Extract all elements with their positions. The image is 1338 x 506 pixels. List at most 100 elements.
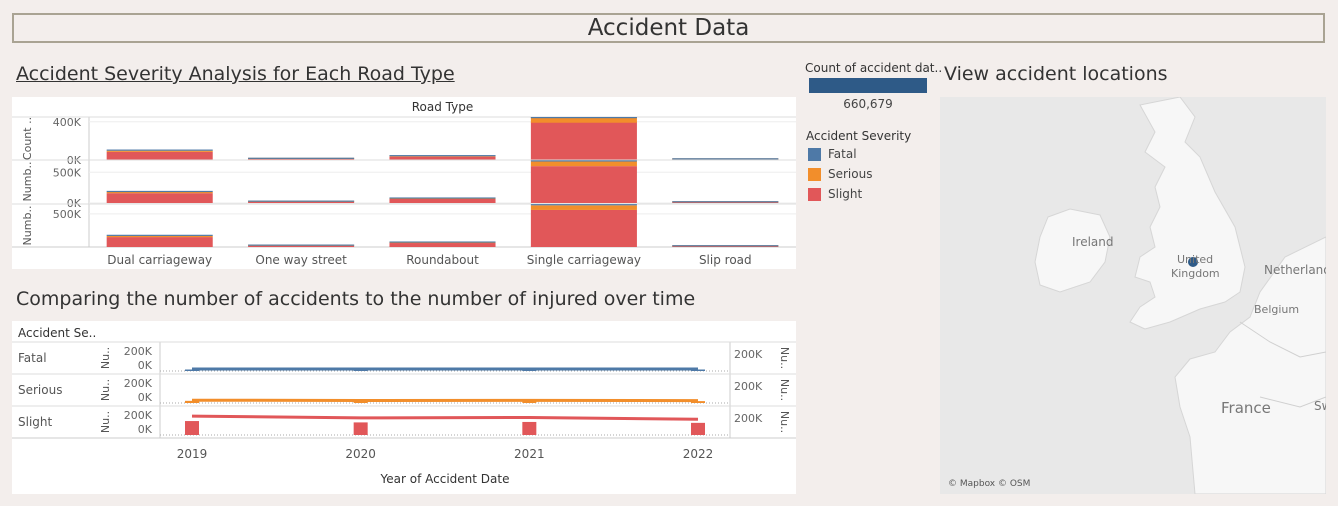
bar-slight bbox=[530, 121, 637, 160]
bar-serious bbox=[106, 150, 213, 152]
map-label-ireland: Ireland bbox=[1072, 235, 1114, 249]
bar-fatal bbox=[672, 201, 779, 203]
bar-fatal bbox=[248, 200, 355, 202]
fatal-swatch bbox=[808, 147, 821, 161]
legend-label-slight: Slight bbox=[828, 187, 863, 201]
bar-fatal bbox=[248, 244, 355, 246]
time-chart-panel: Accident Se.. Fatal Nu.. 200K 0K 200K Nu.. Seri… bbox=[12, 321, 796, 494]
road-type-chart-panel: Road Type 400K 0K Count .. 500K 0K Numb.. 500K N… bbox=[12, 97, 796, 269]
y-tick-label: 500K bbox=[53, 166, 82, 179]
bar-fatal bbox=[389, 197, 496, 199]
bar-fatal bbox=[389, 155, 496, 157]
bar-slight bbox=[248, 158, 355, 160]
y-tick-label: 200K bbox=[124, 345, 153, 358]
map-label-sw: Sw bbox=[1314, 399, 1326, 413]
right-tick-label: 200K bbox=[734, 348, 763, 361]
bar-fatal bbox=[530, 204, 637, 206]
y-tick-label: 400K bbox=[53, 116, 82, 129]
bar-slight bbox=[185, 421, 199, 435]
y-axis-label: Nu.. bbox=[99, 347, 112, 369]
legend-item-fatal[interactable]: Fatal bbox=[808, 147, 857, 161]
right-axis-label: Nu.. bbox=[778, 347, 791, 369]
bar-fatal bbox=[530, 160, 637, 162]
bar-serious bbox=[185, 400, 199, 403]
x-tick-label: 2021 bbox=[514, 447, 545, 461]
dashboard-title-box: Accident Data bbox=[12, 13, 1325, 43]
x-tick-label: 2022 bbox=[683, 447, 714, 461]
right-axis-label: Nu.. bbox=[778, 411, 791, 433]
bar-fatal bbox=[672, 158, 779, 160]
bar-serious bbox=[691, 401, 705, 403]
bar-fatal bbox=[530, 117, 637, 119]
dashboard-title: Accident Data bbox=[587, 15, 750, 41]
bar-slight bbox=[106, 193, 213, 203]
bar-fatal bbox=[106, 149, 213, 151]
map-label-uk-1: United bbox=[1177, 253, 1214, 266]
map-attribution[interactable]: © Mapbox © OSM bbox=[948, 479, 1031, 489]
legend-item-serious[interactable]: Serious bbox=[808, 167, 872, 181]
bar-slight bbox=[106, 151, 213, 160]
x-tick-label: Single carriageway bbox=[527, 253, 641, 267]
bar-slight bbox=[248, 245, 355, 247]
row-label-slight: Slight bbox=[18, 415, 53, 429]
y-axis-label: Numb.. bbox=[21, 162, 34, 202]
bar-fatal bbox=[672, 245, 779, 247]
ireland-landmass bbox=[1034, 208, 1111, 293]
map-label-france: France bbox=[1221, 399, 1271, 417]
count-legend-value: 660,679 bbox=[843, 97, 893, 111]
bar-serious bbox=[106, 235, 213, 238]
count-legend-bar bbox=[809, 78, 927, 93]
row-label-serious: Serious bbox=[18, 383, 62, 397]
row-label-fatal: Fatal bbox=[18, 351, 47, 365]
x-tick-label: One way street bbox=[255, 253, 347, 267]
country-borders bbox=[1239, 321, 1326, 408]
map-label-belgium: Belgium bbox=[1254, 303, 1300, 316]
x-tick-label: Slip road bbox=[699, 253, 752, 267]
bar-slight bbox=[530, 166, 637, 203]
bar-slight bbox=[106, 237, 213, 247]
x-tick-label: Dual carriageway bbox=[107, 253, 212, 267]
y-tick-label: 500K bbox=[53, 208, 82, 221]
y-axis-label: Nu.. bbox=[99, 411, 112, 433]
bar-serious bbox=[353, 401, 368, 403]
bar-fatal bbox=[248, 157, 355, 159]
slight-swatch bbox=[808, 187, 821, 201]
bar-slight bbox=[389, 243, 496, 247]
y-axis-label: Count .. bbox=[21, 117, 34, 160]
serious-swatch bbox=[808, 167, 821, 181]
bar-fatal bbox=[106, 190, 213, 193]
bar-slight bbox=[389, 199, 496, 203]
accident-map[interactable]: Ireland United Kingdom Netherland Belgiu… bbox=[940, 97, 1326, 494]
y-axis-label: Nu.. bbox=[99, 379, 112, 401]
y-tick-label: 0K bbox=[138, 423, 153, 436]
legend-label-fatal: Fatal bbox=[828, 147, 857, 161]
y-tick-label: 200K bbox=[124, 409, 153, 422]
legend-label-serious: Serious bbox=[828, 167, 873, 181]
y-axis-label: Numb.. bbox=[21, 206, 34, 246]
legend-item-slight[interactable]: Slight bbox=[808, 187, 862, 201]
bar-slight bbox=[353, 422, 368, 435]
bar-serious bbox=[530, 117, 637, 123]
y-tick-label: 200K bbox=[124, 377, 153, 390]
sheet-title-severity[interactable]: Accident Severity Analysis for Each Road… bbox=[16, 63, 455, 85]
column-header: Road Type bbox=[412, 100, 474, 114]
x-axis-title: Year of Accident Date bbox=[380, 472, 510, 486]
bar-slight bbox=[248, 201, 355, 203]
map-label-uk-2: Kingdom bbox=[1171, 267, 1220, 280]
x-tick-label: 2019 bbox=[177, 447, 208, 461]
count-legend-title: Count of accident dat.. bbox=[805, 61, 943, 75]
x-tick-label: Roundabout bbox=[406, 253, 479, 267]
map-label-netherlands: Netherland bbox=[1264, 263, 1326, 277]
sheet-title-map: View accident locations bbox=[944, 63, 1168, 85]
bar-fatal bbox=[106, 234, 213, 236]
bar-serious bbox=[530, 205, 637, 210]
line-slight bbox=[191, 414, 699, 421]
bar-fatal bbox=[389, 241, 496, 243]
right-axis-label: Nu.. bbox=[778, 379, 791, 401]
bar-serious bbox=[106, 191, 213, 194]
severity-legend-title: Accident Severity bbox=[806, 129, 912, 143]
bar-serious bbox=[522, 400, 537, 403]
y-tick-label: 0K bbox=[138, 391, 153, 404]
